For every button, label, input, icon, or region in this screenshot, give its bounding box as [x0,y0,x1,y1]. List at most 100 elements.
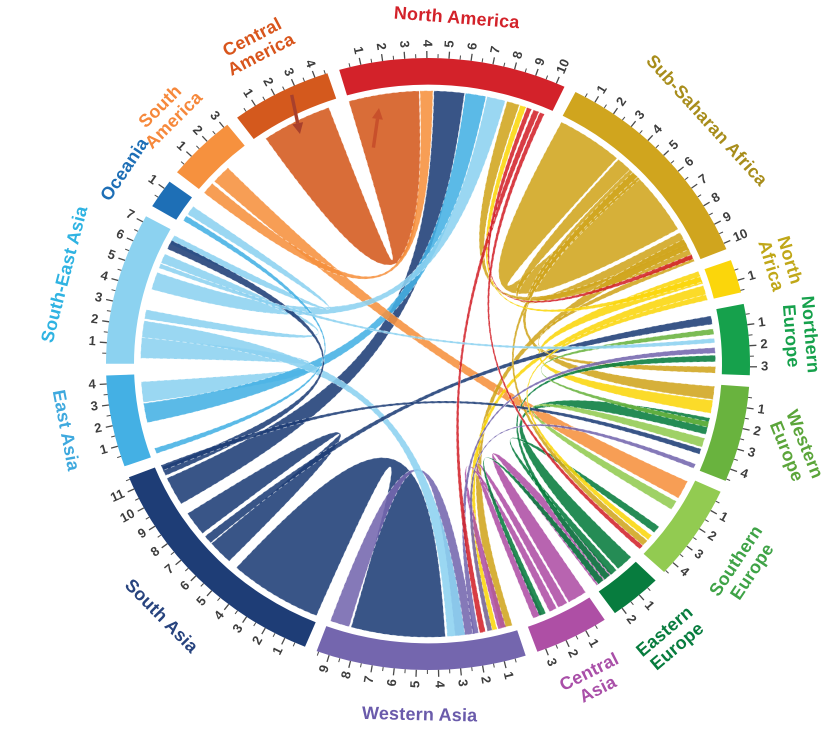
tick-label-sub-saharan-africa-9: 9 [720,208,733,225]
tick-label-south-east-asia-1: 1 [88,333,96,348]
tick-label-north-america-9: 9 [531,56,548,68]
tick-label-south-america-2: 2 [190,122,206,138]
tick-western-asia-6 [392,668,395,676]
tick-label-east-asia-1: 1 [98,441,109,457]
tick-south-east-asia-3.5 [111,289,116,292]
tick-south-east-asia-4.5 [117,268,122,271]
tick-label-east-asia-4: 4 [88,376,97,391]
tick-central-america-4.5 [323,70,326,75]
region-arc-western-europe [699,384,750,481]
tick-south-asia-3 [242,616,248,623]
tick-south-asia-6.5 [184,567,189,572]
tick-south-america-2.5 [212,130,216,135]
tick-south-asia-9 [148,525,156,531]
tick-western-europe-3 [737,448,745,452]
tick-south-asia-2 [261,627,266,635]
tick-western-asia-7.5 [360,663,362,668]
tick-label-south-asia-7: 7 [162,561,177,577]
tick-central-asia-2.5 [555,644,559,649]
tick-south-asia-10.5 [134,498,140,501]
flow-east-asia-to-oceania [153,215,327,455]
tick-label-sub-saharan-africa-4: 4 [649,121,665,137]
tick-northern-europe-1 [747,323,755,326]
tick-central-america-1 [251,99,256,107]
tick-label-central-asia-3: 3 [544,656,561,668]
tick-south-asia-8 [161,543,168,549]
tick-western-europe-2.5 [740,438,745,441]
tick-sub-saharan-africa-4.5 [655,144,660,149]
tick-label-central-asia-1: 1 [586,636,603,650]
tick-south-asia-1.5 [272,632,276,638]
region-arc-south-asia [128,467,316,647]
tick-north-america-5 [448,51,451,59]
tick-central-america-1.5 [262,96,266,101]
tick-label-east-asia-3: 3 [90,398,99,414]
tick-central-america-3 [290,78,295,86]
flow-north-africa-to-southern-europe [526,294,709,541]
flow-eastern-europe-to-central-asia [482,456,605,617]
flow-eastern-europe-to-northern-europe [516,354,716,581]
tick-sub-saharan-africa-2.5 [622,116,626,121]
flow-direction-arrow-head-1 [372,108,383,120]
tick-north-america-2 [380,54,384,62]
flow-sub-saharan-africa-to-sub-saharan-africa [498,121,679,295]
tick-western-asia-0.5 [514,658,517,663]
tick-label-western-asia-9: 9 [315,663,331,674]
tick-northern-europe-0.5 [745,313,750,315]
tick-label-south-asia-9: 9 [135,525,149,542]
tick-southern-europe-1.5 [704,519,709,523]
tick-north-america-3 [403,51,406,59]
tick-north-america-7 [492,57,496,65]
tick-southern-europe-1 [710,509,718,515]
flow-south-east-asia-to-north-america [150,96,506,316]
flow-western-europe-to-northern-europe [540,328,715,428]
tick-central-asia-3 [545,648,549,656]
tick-north-america-6.5 [481,58,484,63]
tick-label-south-america-3: 3 [207,108,223,123]
tick-east-asia-1 [110,445,118,449]
tick-southern-europe-4 [672,562,679,568]
tick-north-america-8.5 [524,68,527,73]
tick-sub-saharan-africa-4 [647,134,654,141]
tick-label-sub-saharan-africa-10: 10 [731,225,750,244]
tick-western-europe-4 [730,468,738,473]
tick-label-north-america-1: 1 [351,45,367,55]
tick-southern-europe-0.5 [715,500,720,504]
tick-sub-saharan-africa-1 [594,95,600,103]
tick-western-asia-9 [326,655,330,663]
tick-north-america-7.5 [503,62,506,67]
tick-sub-saharan-africa-3 [630,120,637,128]
tick-south-east-asia-6 [126,237,134,242]
tick-sub-saharan-africa-3.5 [639,130,643,134]
tick-south-east-asia-5.5 [125,248,130,252]
tick-label-eastern-europe-1: 1 [642,598,658,613]
tick-label-sub-saharan-africa-1: 1 [593,82,610,96]
tick-central-asia-2 [565,640,570,648]
tick-label-south-america-1: 1 [174,138,189,154]
tick-east-asia-1.5 [111,435,116,438]
tick-label-east-asia-2: 2 [93,420,103,436]
flow-eastern-europe-to-western-europe [519,399,711,570]
tick-label-south-asia-2: 2 [249,633,266,647]
flow-south-asia-to-western-asia [235,457,446,638]
tick-central-asia-1.5 [575,635,579,640]
tick-label-northern-europe-1: 1 [757,314,766,330]
tick-oceania-0.5 [154,194,159,198]
tick-south-asia-6 [190,575,197,582]
flow-direction-arrow-stem-1 [371,118,380,148]
flow-western-asia-to-western-europe [469,423,697,632]
tick-label-southern-europe-4: 4 [677,563,693,580]
flow-sub-saharan-africa-to-sub-saharan-africa [515,158,688,304]
tick-label-central-america-1: 1 [240,86,257,100]
tick-south-east-asia-2 [102,320,110,323]
flow-western-asia-to-western-asia [329,468,476,637]
region-arc-central-america [237,73,337,139]
tick-label-south-east-asia-6: 6 [114,226,127,243]
tick-south-east-asia-7 [136,218,144,223]
tick-north-america-8 [513,62,518,70]
tick-western-asia-1 [503,661,507,669]
tick-south-asia-7.5 [170,551,175,555]
tick-label-central-america-2: 2 [260,75,277,89]
tick-label-western-asia-3: 3 [455,679,471,688]
